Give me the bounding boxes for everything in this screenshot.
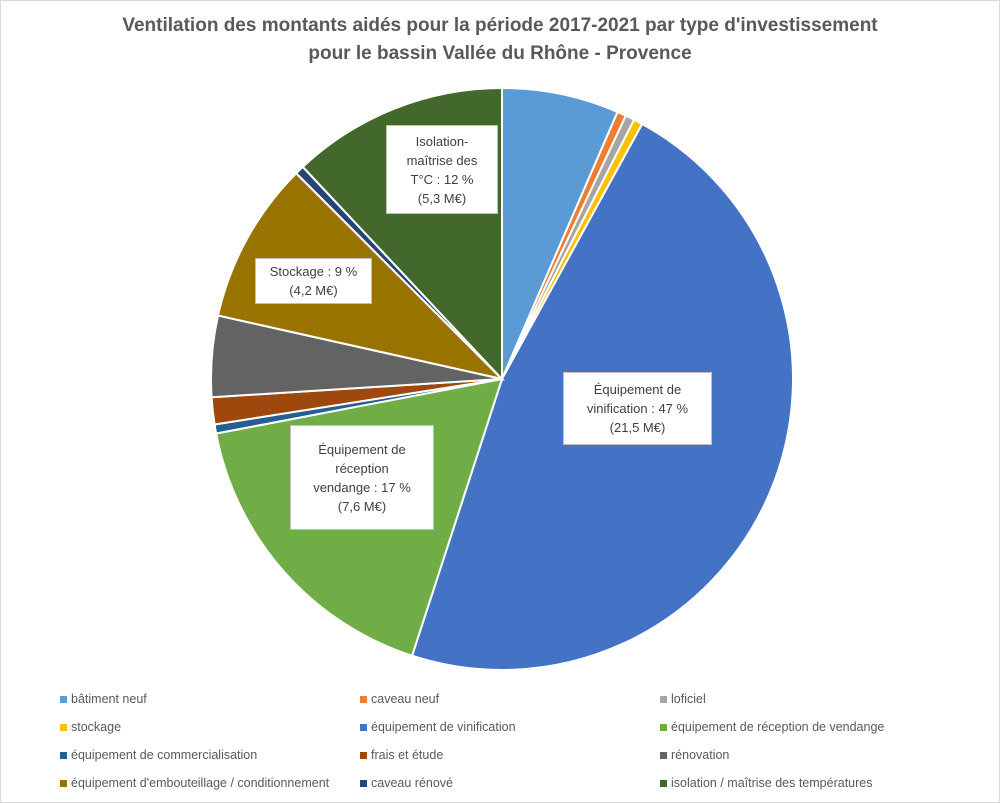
chart-title: Ventilation des montants aidés pour la p… bbox=[0, 12, 1000, 68]
legend-label: stockage bbox=[71, 720, 122, 734]
chart-title-line-2: pour le bassin Vallée du Rhône - Provenc… bbox=[308, 43, 692, 64]
legend-label: équipement de commercialisation bbox=[71, 748, 258, 762]
legend-item-isolation-maitrise-des-temperatures: isolation / maîtrise des températures bbox=[660, 774, 960, 792]
data-label-line: Équipement de bbox=[593, 382, 682, 397]
legend: bâtiment neuf caveau neuf loficiel stockage… bbox=[60, 690, 960, 792]
legend-item-equipement-de-vinification: équipement de vinification bbox=[360, 718, 660, 736]
data-label-line: Équipement de bbox=[318, 441, 406, 457]
data-label-line: Isolation- bbox=[415, 133, 469, 149]
data-label-line: (5,3 M€) bbox=[417, 190, 467, 206]
pie-slice-batiment-neuf bbox=[501, 86, 619, 380]
legend-swatch bbox=[660, 751, 667, 759]
legend-label: équipement d'embouteillage / conditionne… bbox=[71, 776, 330, 790]
legend-item-caveau-renove: caveau rénové bbox=[360, 774, 660, 792]
legend-label: caveau neuf bbox=[371, 692, 440, 706]
legend-item-loficiel: loficiel bbox=[660, 690, 960, 708]
data-label-line: (21,5 M€) bbox=[609, 420, 666, 435]
data-label-line: réception bbox=[335, 460, 389, 476]
legend-item-renovation: rénovation bbox=[660, 746, 960, 764]
legend-swatch bbox=[360, 779, 367, 787]
data-label-line: T°C : 12 % bbox=[410, 171, 474, 187]
legend-swatch bbox=[360, 751, 367, 759]
legend-label: bâtiment neuf bbox=[71, 692, 147, 706]
legend-item-equipement-de-reception-de-vendange: équipement de réception de vendange bbox=[660, 718, 960, 736]
legend-swatch bbox=[60, 695, 67, 703]
legend-item-equipement-d-embouteillage-conditionnement: équipement d'embouteillage / conditionne… bbox=[60, 774, 360, 792]
legend-item-caveau-neuf: caveau neuf bbox=[360, 690, 660, 708]
legend-swatch bbox=[60, 723, 67, 731]
legend-swatch bbox=[660, 723, 667, 731]
legend-item-equipement-de-commercialisation: équipement de commercialisation bbox=[60, 746, 360, 764]
legend-label: isolation / maîtrise des températures bbox=[671, 776, 873, 790]
legend-label: rénovation bbox=[671, 748, 730, 762]
legend-swatch bbox=[60, 779, 67, 787]
legend-swatch bbox=[360, 695, 367, 703]
legend-label: loficiel bbox=[671, 692, 706, 706]
chart-title-line-1: Ventilation des montants aidés pour la p… bbox=[122, 15, 878, 36]
legend-item-batiment-neuf: bâtiment neuf bbox=[60, 690, 360, 708]
legend-swatch bbox=[660, 779, 667, 787]
data-label-equipement-d-embouteillage-conditionnement: Stockage : 9 % (4,2 M€) bbox=[255, 258, 372, 304]
legend-label: frais et étude bbox=[371, 748, 444, 762]
data-label-line: Stockage : 9 % bbox=[269, 264, 358, 279]
data-label-line: maîtrise des bbox=[406, 152, 478, 168]
data-label-line: vinification : 47 % bbox=[586, 401, 689, 416]
legend-swatch bbox=[360, 723, 367, 731]
data-label-isolation-maitrise-des-temperatures: Isolation-maîtrise des T°C : 12 % (5,3 M€) bbox=[386, 125, 498, 214]
legend-label: caveau rénové bbox=[371, 776, 454, 790]
legend-label: équipement de réception de vendange bbox=[671, 720, 885, 734]
data-label-line: (4,2 M€) bbox=[289, 283, 338, 298]
data-label-line: (7,6 M€) bbox=[337, 498, 387, 514]
legend-label: équipement de vinification bbox=[371, 720, 516, 734]
legend-swatch bbox=[60, 751, 67, 759]
data-label-equipement-de-vinification: Équipement de vinification : 47 % (21,5 M€… bbox=[563, 372, 712, 445]
legend-swatch bbox=[660, 695, 667, 703]
legend-item-stockage: stockage bbox=[60, 718, 360, 736]
legend-item-frais-et-etude: frais et étude bbox=[360, 746, 660, 764]
data-label-equipement-de-reception-de-vendange: Équipement de réception vendange : 17 % (7,… bbox=[290, 425, 434, 530]
data-label-line: vendange : 17 % bbox=[313, 479, 411, 495]
